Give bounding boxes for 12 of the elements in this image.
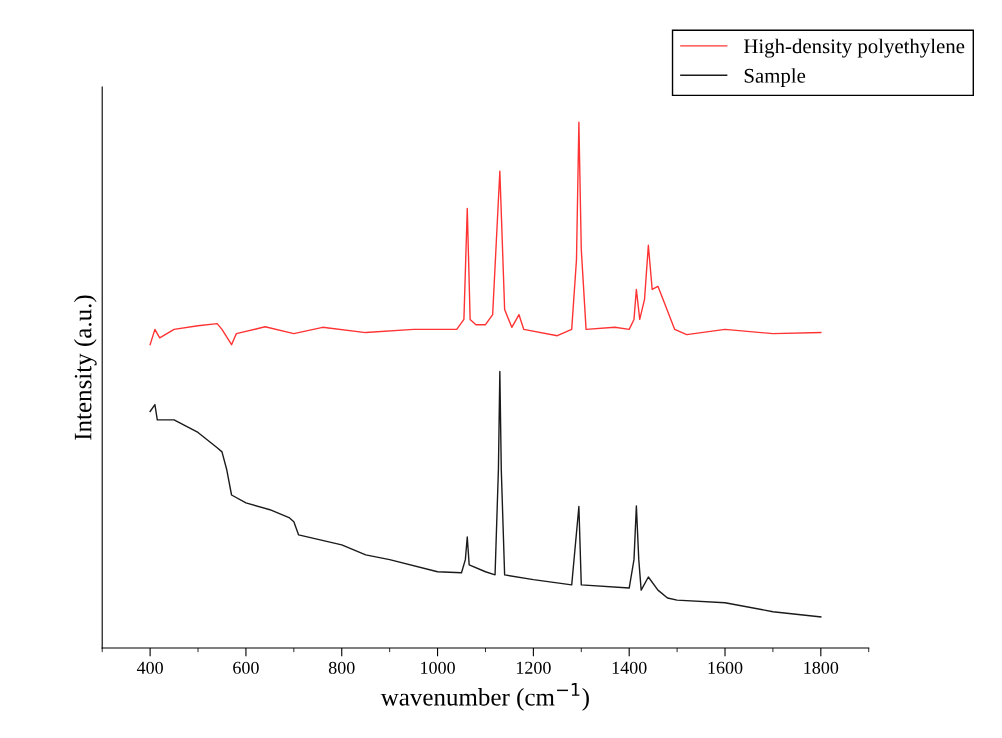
legend-label: High-density polyethylene — [743, 38, 965, 58]
x-axis-title: wavenumber (cm$^{−1}$) — [380, 683, 589, 711]
x-tick-label: 600 — [233, 661, 259, 674]
x-tick-label: 1600 — [708, 661, 743, 674]
x-tick-label: 1400 — [612, 661, 647, 674]
y-axis-title: Intensity (a.u.) — [73, 295, 97, 440]
x-tick-label: 1200 — [516, 661, 551, 674]
x-tick-label: 400 — [136, 661, 163, 674]
x-tick-label: 1800 — [804, 661, 839, 674]
legend-label: Sample — [744, 68, 806, 88]
x-tick-label: 800 — [328, 661, 355, 674]
x-tick-label: 1000 — [421, 661, 455, 674]
